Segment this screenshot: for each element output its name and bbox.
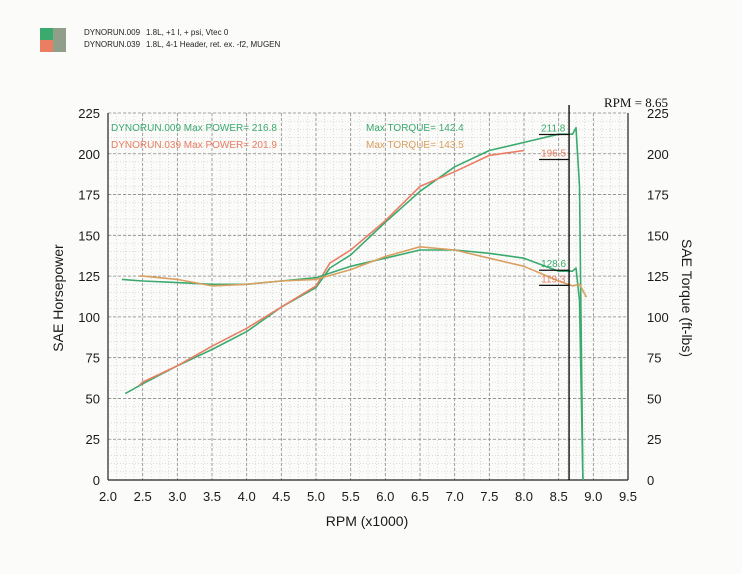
y-tick-label: 75 bbox=[86, 351, 100, 366]
x-tick-label: 4.5 bbox=[272, 489, 290, 504]
y-tick-label: 100 bbox=[78, 310, 100, 325]
annotation-label: DYNORUN.039 Max POWER= 201.9 bbox=[111, 140, 277, 151]
series-line-dynorun-039-torque bbox=[139, 246, 588, 298]
series-line-dynorun-009-power bbox=[124, 126, 584, 481]
y2-tick-label: 125 bbox=[647, 269, 669, 284]
y2-tick-label: 75 bbox=[647, 351, 661, 366]
rpm-cursor-label: RPM = 8.65 bbox=[604, 95, 668, 110]
y2-tick-label: 100 bbox=[647, 310, 669, 325]
x-tick-label: 7.5 bbox=[480, 489, 498, 504]
chart-annotations: DYNORUN.009 Max POWER= 216.8 DYNORUN.039 … bbox=[111, 123, 570, 287]
y2-tick-label: 0 bbox=[647, 473, 654, 488]
y-tick-label: 50 bbox=[86, 391, 100, 406]
x-tick-label: 5.0 bbox=[307, 489, 325, 504]
y2-tick-label: 150 bbox=[647, 228, 669, 243]
x-tick-label: 3.5 bbox=[203, 489, 221, 504]
cursor-value-label: 196.5 bbox=[541, 148, 566, 159]
x-tick-label: 2.0 bbox=[99, 489, 117, 504]
y-tick-label: 150 bbox=[78, 228, 100, 243]
x-tick-label: 2.5 bbox=[134, 489, 152, 504]
y2-tick-label: 50 bbox=[647, 391, 661, 406]
chart-series bbox=[121, 126, 588, 481]
y-tick-label: 175 bbox=[78, 188, 100, 203]
cursor-value-label: 119.3 bbox=[541, 274, 566, 285]
x-tick-label: 8.5 bbox=[550, 489, 568, 504]
y2-tick-labels: 0 25 50 75 100 125 150 175 200 225 bbox=[647, 106, 669, 488]
legend-swatch bbox=[40, 28, 66, 40]
y-tick-labels: 0 25 50 75 100 125 150 175 200 225 bbox=[78, 106, 100, 488]
x-tick-label: 4.0 bbox=[238, 489, 256, 504]
x-tick-label: 6.5 bbox=[411, 489, 429, 504]
y-tick-label: 25 bbox=[86, 432, 100, 447]
x-tick-label: 8.0 bbox=[515, 489, 533, 504]
cursor-value-label: 128.6 bbox=[541, 259, 566, 270]
annotation-label: Max TORQUE= 143.5 bbox=[366, 140, 464, 151]
annotation-label: Max TORQUE= 142.4 bbox=[366, 123, 464, 134]
x-axis-label: RPM (x1000) bbox=[326, 513, 408, 529]
y-tick-label: 200 bbox=[78, 147, 100, 162]
legend-run-name: DYNORUN.039 bbox=[84, 40, 141, 49]
y2-tick-label: 200 bbox=[647, 147, 669, 162]
y2-axis-label: SAE Torque (ft-lbs) bbox=[679, 239, 695, 357]
y-tick-label: 125 bbox=[78, 269, 100, 284]
cursor-value-label: 211.8 bbox=[541, 124, 566, 135]
legend-swatch bbox=[40, 40, 66, 52]
y-tick-label: 0 bbox=[93, 473, 100, 488]
x-tick-label: 6.0 bbox=[376, 489, 394, 504]
x-tick-label: 5.5 bbox=[342, 489, 360, 504]
y2-tick-label: 25 bbox=[647, 432, 661, 447]
y-tick-label: 225 bbox=[78, 106, 100, 121]
x-tick-labels: 2.0 2.5 3.0 3.5 4.0 4.5 5.0 5.5 6.0 6.5 7.0 7.5 8.0 8… bbox=[99, 489, 637, 504]
y-axis-label: SAE Horsepower bbox=[50, 244, 66, 352]
chart-grid bbox=[107, 112, 629, 481]
legend-run-name: DYNORUN.009 bbox=[84, 28, 141, 37]
annotation-label: DYNORUN.009 Max POWER= 216.8 bbox=[111, 123, 277, 134]
legend-run-description: 1.8L, +1 I, + psi, Vtec 0 bbox=[146, 28, 229, 37]
x-tick-label: 3.0 bbox=[168, 489, 186, 504]
series-line-dynorun-039-power bbox=[138, 149, 525, 386]
legend-run-description: 1.8L, 4-1 Header, ret. ex. -f2, MUGEN bbox=[146, 40, 281, 49]
x-tick-label: 7.0 bbox=[446, 489, 464, 504]
y2-tick-label: 225 bbox=[647, 106, 669, 121]
x-tick-label: 9.5 bbox=[619, 489, 637, 504]
y2-tick-label: 175 bbox=[647, 188, 669, 203]
x-tick-label: 9.0 bbox=[584, 489, 602, 504]
